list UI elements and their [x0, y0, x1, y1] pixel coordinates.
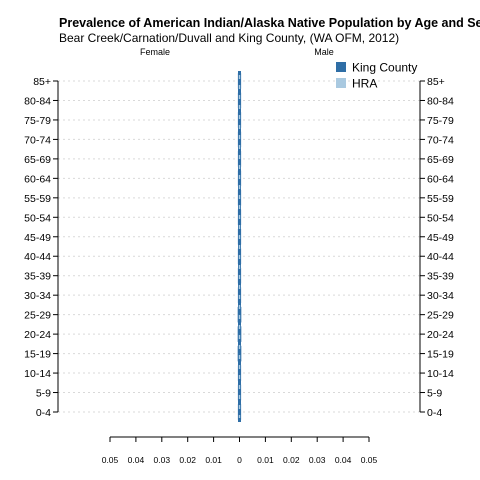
x-tick-label: 0.03 — [309, 455, 326, 465]
right-age-label: 70-74 — [427, 134, 454, 146]
chart-subtitle: Bear Creek/Carnation/Duvall and King Cou… — [59, 31, 399, 45]
left-age-label: 65-69 — [24, 154, 51, 166]
x-tick-label: 0.04 — [335, 455, 352, 465]
right-age-label: 85+ — [427, 76, 445, 88]
chart-title: Prevalence of American Indian/Alaska Nat… — [59, 16, 480, 30]
right-age-label: 20-24 — [427, 329, 454, 341]
left-age-label: 20-24 — [24, 329, 51, 341]
left-age-label: 0-4 — [36, 407, 51, 419]
left-age-label: 70-74 — [24, 134, 51, 146]
left-age-label: 15-19 — [24, 349, 51, 361]
x-tick-label: 0.04 — [128, 455, 145, 465]
left-age-label: 50-54 — [24, 212, 51, 224]
right-age-label: 0-4 — [427, 407, 442, 419]
left-age-label: 35-39 — [24, 271, 51, 283]
male-side-label: Male — [314, 47, 334, 57]
left-age-label: 40-44 — [24, 251, 51, 263]
right-age-label: 65-69 — [427, 154, 454, 166]
left-age-label: 25-29 — [24, 310, 51, 322]
legend-swatch — [336, 78, 346, 88]
left-age-label: 80-84 — [24, 95, 51, 107]
legend-label: King County — [352, 61, 417, 75]
legend-label: HRA — [352, 77, 377, 91]
x-tick-label: 0.01 — [257, 455, 274, 465]
x-tick-label: 0.02 — [283, 455, 300, 465]
x-tick-label: 0.02 — [179, 455, 196, 465]
right-age-label: 30-34 — [427, 290, 454, 302]
left-age-label: 55-59 — [24, 193, 51, 205]
x-tick-label: 0.03 — [154, 455, 171, 465]
right-age-label: 45-49 — [427, 232, 454, 244]
left-age-label: 45-49 — [24, 232, 51, 244]
left-age-label: 75-79 — [24, 115, 51, 127]
right-age-label: 55-59 — [427, 193, 454, 205]
right-age-label: 40-44 — [427, 251, 454, 263]
right-age-label: 15-19 — [427, 349, 454, 361]
axes — [53, 80, 425, 442]
left-age-label: 85+ — [33, 76, 51, 88]
tick-labels: 0-4 0-4 5-9 5-9 10-14 10-14 15-19 15-19 20-24 20-… — [24, 76, 454, 465]
right-age-label: 75-79 — [427, 115, 454, 127]
left-age-label: 10-14 — [24, 368, 51, 380]
right-age-label: 5-9 — [427, 388, 442, 400]
left-age-label: 60-64 — [24, 173, 51, 185]
bars — [237, 71, 242, 422]
right-age-label: 10-14 — [427, 368, 454, 380]
right-age-label: 60-64 — [427, 173, 454, 185]
x-tick-label: 0.01 — [205, 455, 222, 465]
legend: King County HRA — [336, 61, 417, 91]
legend-swatch — [336, 62, 346, 72]
x-tick-label: 0 — [237, 455, 242, 465]
x-tick-label: 0.05 — [102, 455, 119, 465]
right-age-label: 35-39 — [427, 271, 454, 283]
x-tick-label: 0.05 — [361, 455, 378, 465]
right-age-label: 50-54 — [427, 212, 454, 224]
left-age-label: 5-9 — [36, 388, 51, 400]
right-age-label: 80-84 — [427, 95, 454, 107]
right-age-label: 25-29 — [427, 310, 454, 322]
female-side-label: Female — [140, 47, 170, 57]
left-age-label: 30-34 — [24, 290, 51, 302]
